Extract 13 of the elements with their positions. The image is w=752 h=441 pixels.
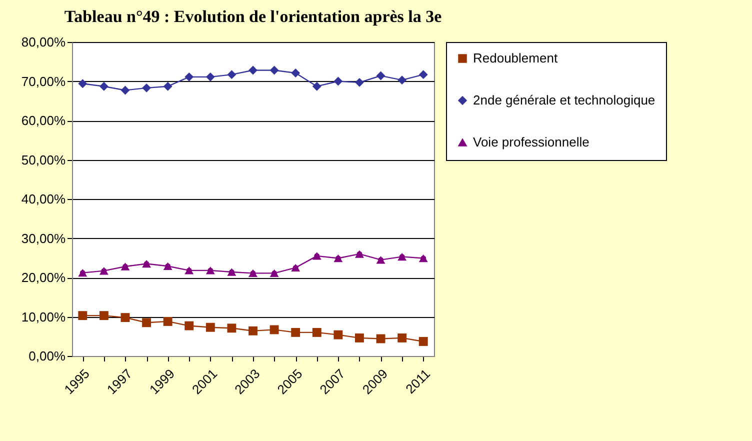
y-tick-label: 70,00% [21,74,66,89]
y-tick-label: 0,00% [28,348,66,364]
y-tick-label: 50,00% [21,152,66,168]
y-tick-label: 40,00% [21,192,66,206]
legend-label: Voie professionnelle [473,134,590,150]
y-tick-label: 10,00% [21,309,66,324]
y-tick-label: 80,00% [21,34,66,50]
y-tick-label: 20,00% [21,270,66,285]
y-tick-label: 30,00% [21,230,66,246]
y-tick-label: 60,00% [21,113,66,128]
chart-title: Tableau n°49 : Evolution de l'orientation après la 3e [64,7,442,26]
legend-label: Redoublement [473,50,558,66]
legend-label: 2nde générale et technologique [473,92,656,108]
